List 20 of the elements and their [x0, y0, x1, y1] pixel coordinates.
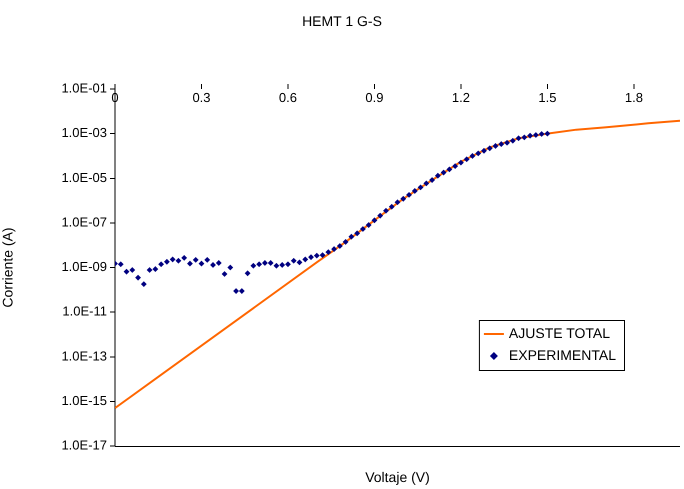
y-tick-label: 1.0E-07 — [61, 214, 107, 230]
x-tick-label: 1.8 — [624, 90, 643, 106]
y-tick-label: 1.0E-13 — [61, 348, 107, 364]
y-tick-label: 1.0E-15 — [61, 392, 107, 408]
y-tick-label: 1.0E-05 — [61, 170, 107, 185]
x-tick-label: 1.5 — [538, 90, 556, 106]
x-tick-label: 0.9 — [365, 90, 384, 106]
y-tick-label: 1.0E-17 — [61, 438, 107, 453]
x-axis-title: Voltaje (V) — [365, 469, 430, 485]
legend-label: EXPERIMENTAL — [508, 346, 616, 363]
y-tick-label: 1.0E-01 — [61, 80, 107, 96]
y-tick-label: 1.0E-11 — [62, 304, 107, 319]
x-tick-label: 0.6 — [278, 90, 297, 106]
chart-title: HEMT 1 G-S — [302, 13, 382, 29]
y-tick-label: 1.0E-09 — [61, 259, 107, 274]
x-tick-label: 0.3 — [192, 90, 211, 106]
legend-label: AJUSTE TOTAL — [508, 324, 610, 341]
y-tick-label: 1.0E-03 — [61, 125, 107, 140]
x-tick-label: 1.2 — [452, 90, 470, 106]
y-axis-title: Corriente (A) — [0, 227, 16, 308]
